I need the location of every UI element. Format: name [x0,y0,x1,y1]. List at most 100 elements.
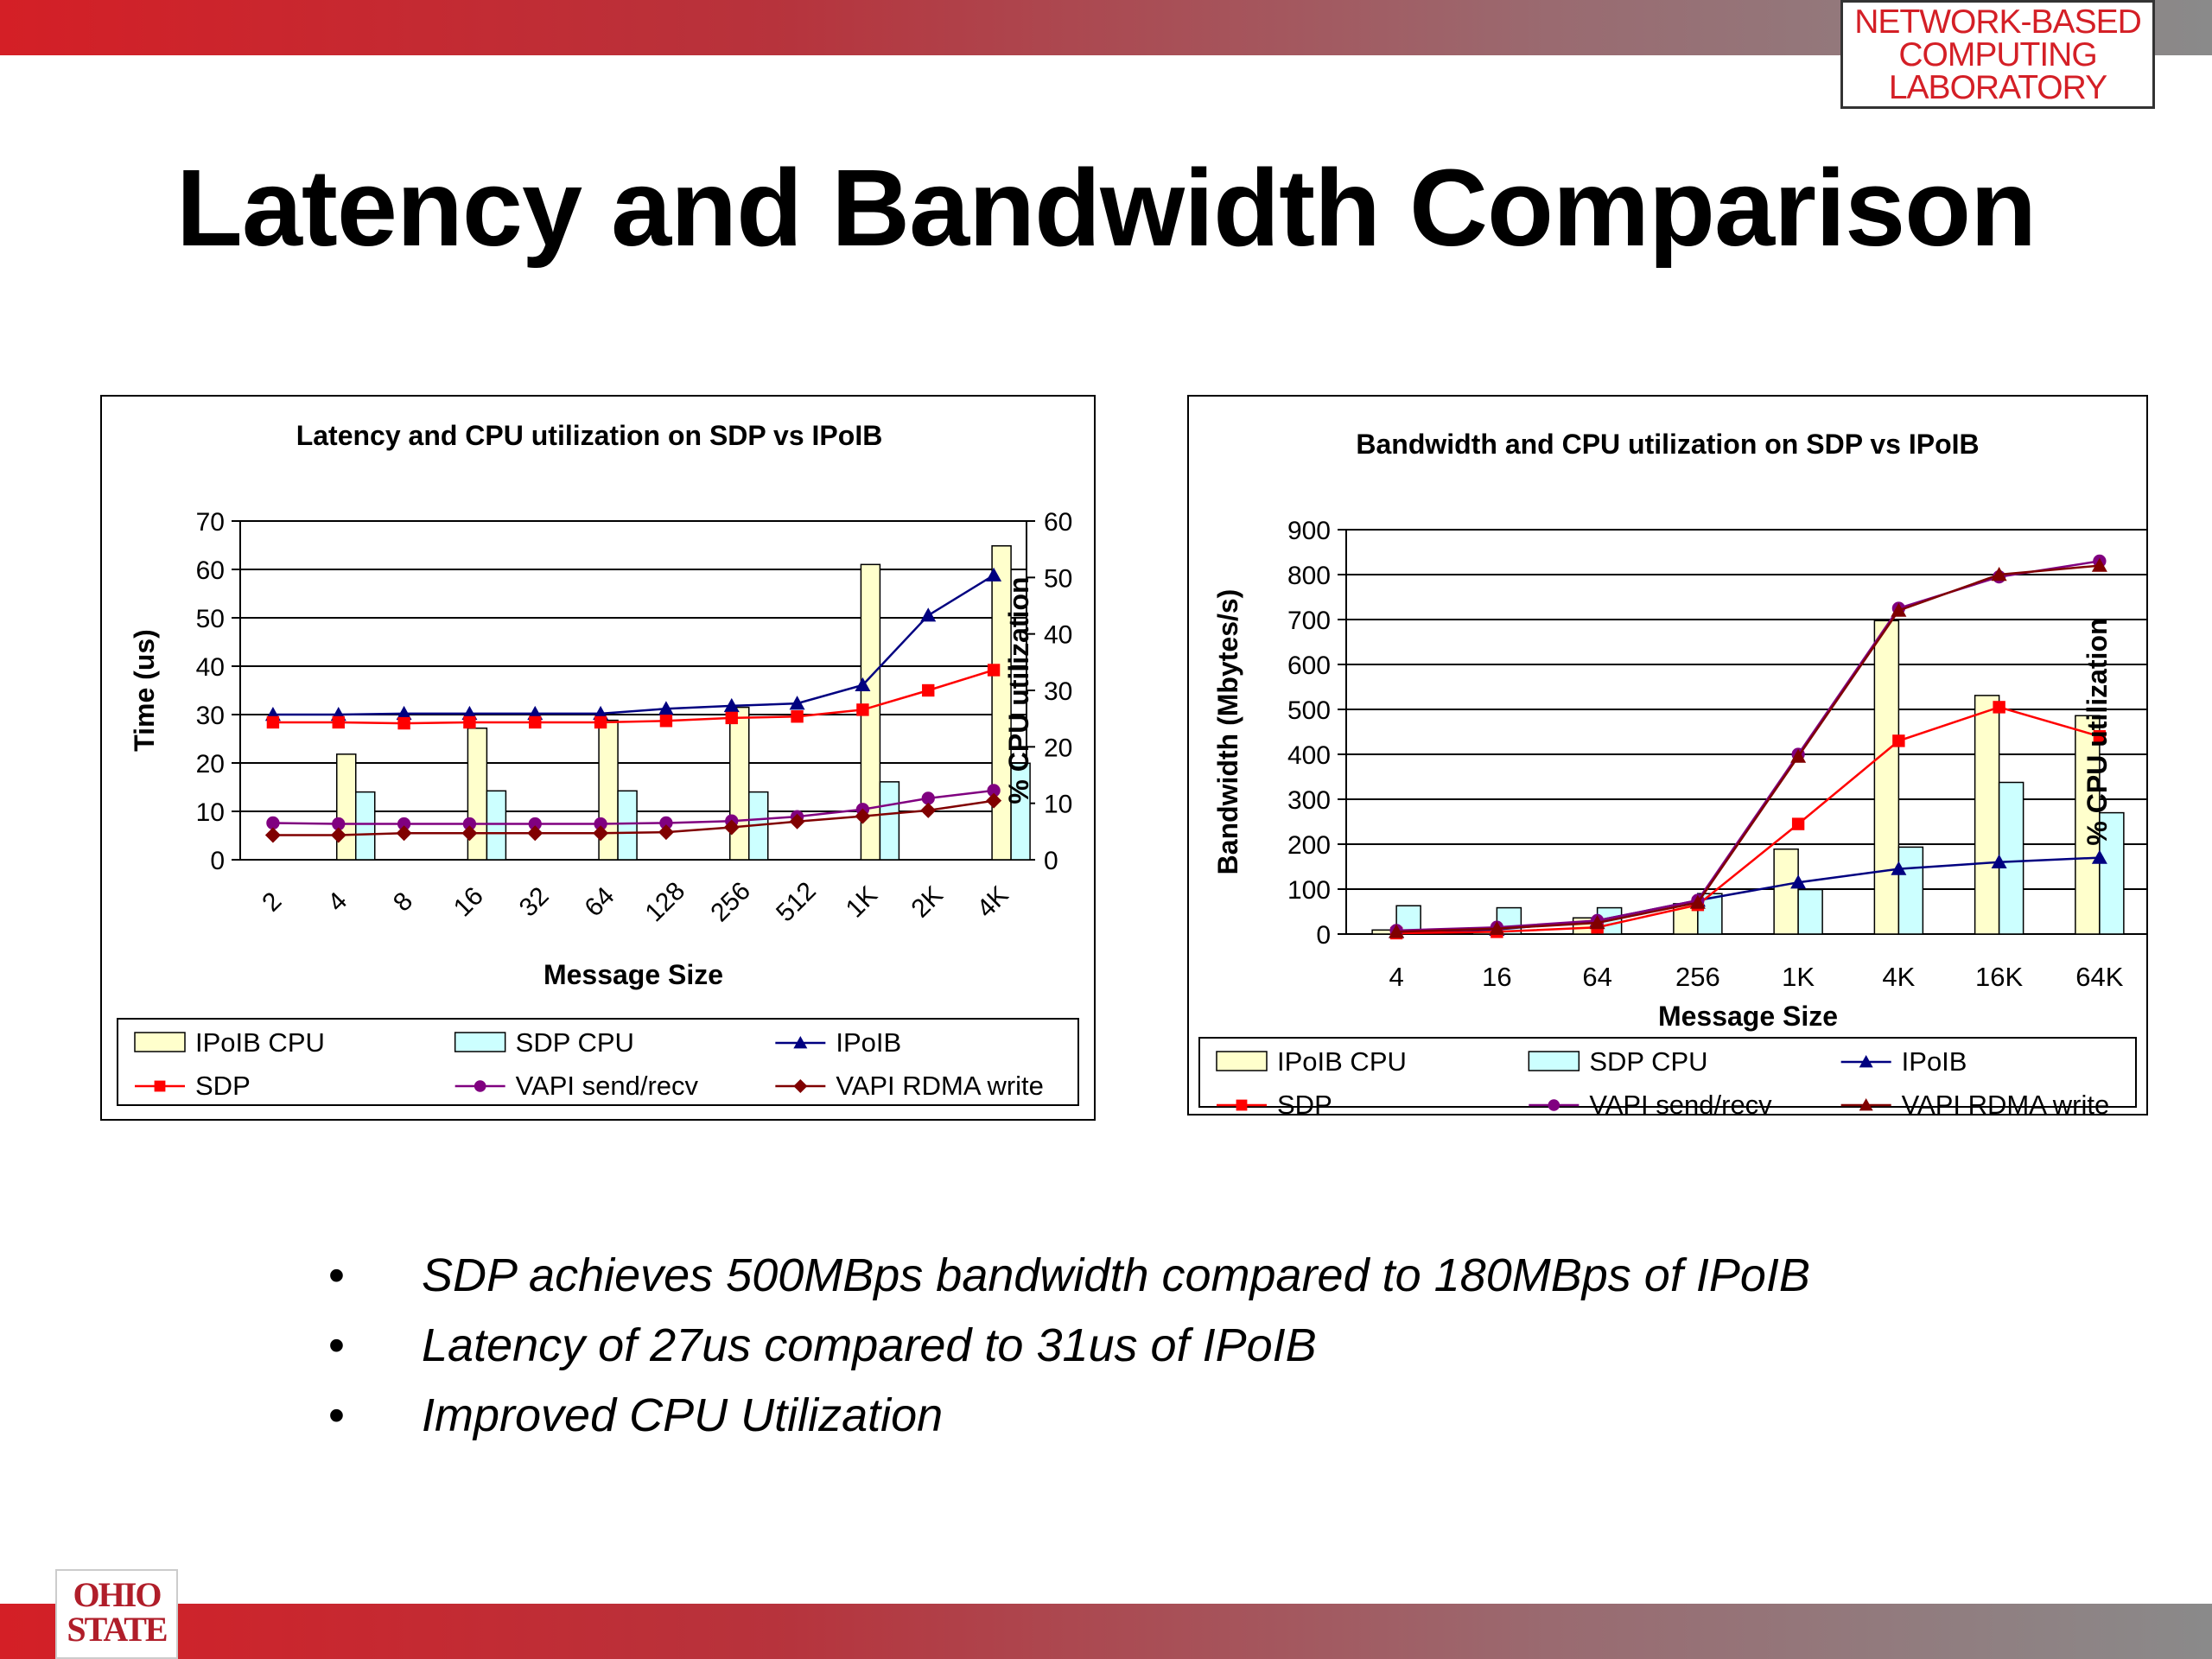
marker-triangle [396,705,412,721]
marker-square [332,715,345,729]
legend-label: VAPI send/recv [1589,1090,1772,1116]
marker-triangle [1589,915,1605,930]
marker-circle [462,817,477,831]
marker-diamond [920,802,937,818]
x-tick-label: 256 [1675,962,1720,992]
marker-diamond [986,792,1002,809]
y-tick-label: 500 [1287,696,1331,725]
marker-circle [921,791,935,805]
chart-title: Latency and CPU utilization on SDP vs IP… [296,420,883,451]
bar [2075,715,2101,935]
legend-swatch [1216,1051,1268,1071]
marker-circle [266,816,280,830]
y-tick-label: 100 [1287,876,1331,905]
marker-diamond [527,825,543,842]
marker-square [2093,730,2107,743]
marker-triangle [1891,602,1907,617]
marker-triangle [2091,849,2107,864]
legend-label: IPoIB CPU [1277,1046,1407,1077]
bar [729,706,750,861]
legend-label: VAPI RDMA write [836,1071,1044,1101]
marker-triangle [1389,924,1405,938]
marker-triangle [723,697,740,713]
series-line [1396,706,2101,935]
y-tick-label: 900 [1287,517,1331,545]
marker-triangle [793,1036,808,1049]
marker-triangle [1891,861,1907,875]
lab-logo-line: LABORATORY [1888,69,2107,106]
chart-title: Bandwidth and CPU utilization on SDP vs … [1356,429,1979,460]
marker-square [154,1080,166,1092]
bar [1974,695,2000,935]
x-tick-label: 4K [1882,962,1915,992]
chart-border [100,395,1096,1121]
marker-diamond [789,813,805,830]
latency-chart: Latency and CPU utilization on SDP vs IP… [100,395,1096,1121]
osu-logo-line: OHIO [73,1575,162,1614]
y-tick-label: 60 [196,556,225,585]
bar [991,544,1012,861]
y-tick-label: 0 [1316,921,1331,950]
bottom-banner [0,1604,2212,1659]
page-title: Latency and Bandwidth Comparison [175,147,2037,269]
bullet-dot-icon: • [328,1249,345,1301]
y2-axis-label: % CPU utilization [2082,618,2113,845]
marker-square [266,715,280,729]
series-line [1396,564,2100,933]
marker-triangle [855,677,871,692]
series-line [1396,560,2101,932]
bullet-text: Improved CPU Utilization [422,1389,944,1441]
series-line [272,789,995,825]
legend-swatch [134,1032,186,1052]
bullet-text: SDP achieves 500MBps bandwidth compared … [422,1249,1810,1301]
series-line [272,574,995,716]
marker-triangle [1790,874,1807,889]
legend-label: SDP CPU [516,1027,634,1058]
marker-diamond [723,819,740,836]
marker-triangle [1991,567,2007,582]
y2-tick-label: 20 [1044,734,1072,762]
marker-circle [987,784,1001,798]
x-axis-label: Message Size [1658,1001,1838,1032]
bar [1797,888,1823,935]
marker-triangle [1991,854,2007,868]
legend-label: VAPI RDMA write [1902,1090,2110,1116]
bar [1773,848,1799,935]
y-tick-label: 800 [1287,562,1331,590]
y-tick-label: 0 [210,847,225,875]
x-tick-label: 16K [1975,962,2023,992]
x-tick-label: 16 [1482,962,1511,992]
marker-triangle [1790,748,1807,763]
marker-diamond [793,1079,808,1093]
marker-circle [528,817,542,831]
marker-circle [332,817,346,831]
bar [486,790,507,861]
marker-square [1236,1099,1248,1111]
legend-label: IPoIB [1902,1046,1967,1077]
marker-square [791,710,804,723]
marker-square [987,664,1001,677]
legend-swatch [454,1032,506,1052]
lab-logo-line: COMPUTING [1898,36,2097,73]
bullet-item: • Improved CPU Utilization [328,1389,1810,1459]
legend-label: IPoIB CPU [195,1027,325,1058]
y2-tick-label: 40 [1044,621,1072,650]
y-axis-label: Time (us) [129,629,160,752]
bullet-item: • Latency of 27us compared to 31us of IPo… [328,1319,1810,1389]
y-tick-label: 600 [1287,652,1331,680]
series-line [272,799,995,836]
marker-diamond [855,808,871,824]
x-tick-label: 1K [1782,962,1815,992]
y2-tick-label: 60 [1044,508,1072,537]
legend-swatch [1528,1051,1580,1071]
marker-triangle [2091,557,2107,572]
bullet-dot-icon: • [328,1389,345,1441]
marker-triangle [1489,920,1505,935]
y-tick-label: 50 [196,605,225,633]
y-tick-label: 10 [196,798,225,827]
legend-label: SDP [1277,1090,1332,1116]
marker-triangle [986,567,1002,582]
legend-box [1198,1037,2137,1108]
marker-triangle [1689,894,1706,909]
marker-circle [474,1080,486,1092]
